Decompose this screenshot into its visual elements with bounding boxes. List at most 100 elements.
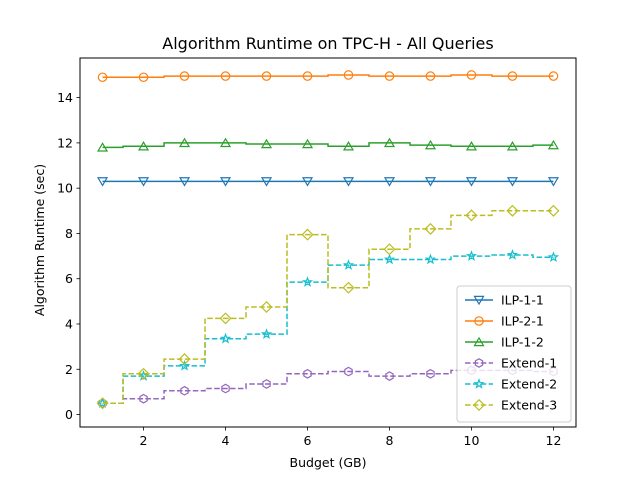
y-tick-label: 2 [65,362,73,377]
data-point [342,281,355,294]
data-point [221,383,230,394]
series-ilp-1-1 [96,177,560,187]
y-tick-label: 12 [57,135,73,150]
data-point [96,397,109,410]
data-point [506,141,519,151]
legend-marker [473,336,485,347]
data-point [507,71,518,81]
data-point [260,328,273,339]
data-point [383,177,396,187]
series-line [102,142,554,149]
y-tick-label: 8 [65,226,73,241]
legend-label: Extend-2 [501,377,557,392]
legend-item-ilp-1-2: ILP-1-2 [465,335,544,350]
legend-marker [473,378,485,389]
data-point [465,250,478,261]
data-point [548,71,559,81]
legend-marker [473,295,485,306]
legend-marker [474,358,484,368]
data-point [424,253,437,265]
series-ilp-2-1 [97,70,559,83]
data-point [137,141,150,151]
data-point [180,385,189,396]
data-point [301,177,314,187]
data-point [260,300,273,314]
data-point [303,368,312,379]
series-extend-3 [96,204,560,410]
legend-label: Extend-1 [501,356,557,371]
legend-label: ILP-1-2 [501,335,544,350]
data-point [179,71,190,81]
x-tick-label: 10 [464,433,480,448]
data-point [178,177,191,187]
data-point [547,204,560,217]
data-point [137,370,150,381]
data-point [178,359,191,371]
chart-title: Algorithm Runtime on TPC-H - All Queries [162,34,493,53]
data-point [342,259,355,270]
plot-area [96,70,560,410]
data-point [344,366,353,377]
data-point [178,137,191,148]
data-point [465,177,478,187]
data-point [385,371,394,381]
data-point [302,71,313,81]
data-point [547,177,560,187]
data-point [424,177,437,187]
legend: ILP-1-1 ILP-2-1 ILP-1-2 Extend-1 Extend-2 Ext… [456,285,572,423]
data-point [96,177,109,187]
data-point [547,251,560,263]
x-tick-label: 4 [222,433,230,448]
data-point [137,177,150,187]
data-point [97,72,108,83]
legend-item-ilp-1-1: ILP-1-1 [465,293,544,308]
data-point [220,71,231,81]
data-point [219,137,232,148]
y-axis-label: Algorithm Runtime (sec) [32,164,47,316]
legend-item-extend-1: Extend-1 [465,356,557,371]
series-line [102,74,554,78]
data-point [506,177,519,187]
data-point [342,141,355,151]
data-point [547,139,560,150]
legend-label: ILP-1-1 [501,293,544,308]
x-tick-label: 6 [304,433,312,448]
data-point [301,228,314,241]
data-point [425,71,436,81]
legend-item-ilp-2-1: ILP-2-1 [465,314,544,329]
data-point [426,368,435,379]
legend-item-extend-3: Extend-3 [465,398,557,413]
data-point [262,379,271,389]
data-point [465,141,478,151]
data-point [383,243,396,256]
data-point [178,353,191,366]
data-point [466,70,477,80]
data-point [465,209,478,222]
data-point [342,177,355,187]
data-point [506,249,519,260]
data-point [260,138,273,149]
x-axis-label: Budget (GB) [290,455,367,470]
data-point [301,138,314,149]
legend-marker [474,316,484,326]
data-point [139,393,148,404]
data-point [506,204,519,217]
series-ilp-1-2 [96,137,560,152]
data-point [138,72,149,83]
y-tick-label: 0 [65,407,73,422]
x-tick-label: 12 [546,433,562,448]
y-tick-label: 14 [57,90,73,105]
data-point [261,71,272,81]
data-point [137,367,150,380]
data-point [424,222,437,235]
x-tick-label: 2 [140,433,148,448]
axis-ticks: 2 4 6 8 10 12 0 2 4 6 8 10 12 14 [57,90,561,448]
legend-item-extend-2: Extend-2 [465,377,557,392]
legend-box [456,285,572,423]
data-point [219,177,232,187]
data-point [301,276,314,287]
data-point [383,137,396,148]
data-point [219,332,232,344]
plot-frame [79,57,577,428]
